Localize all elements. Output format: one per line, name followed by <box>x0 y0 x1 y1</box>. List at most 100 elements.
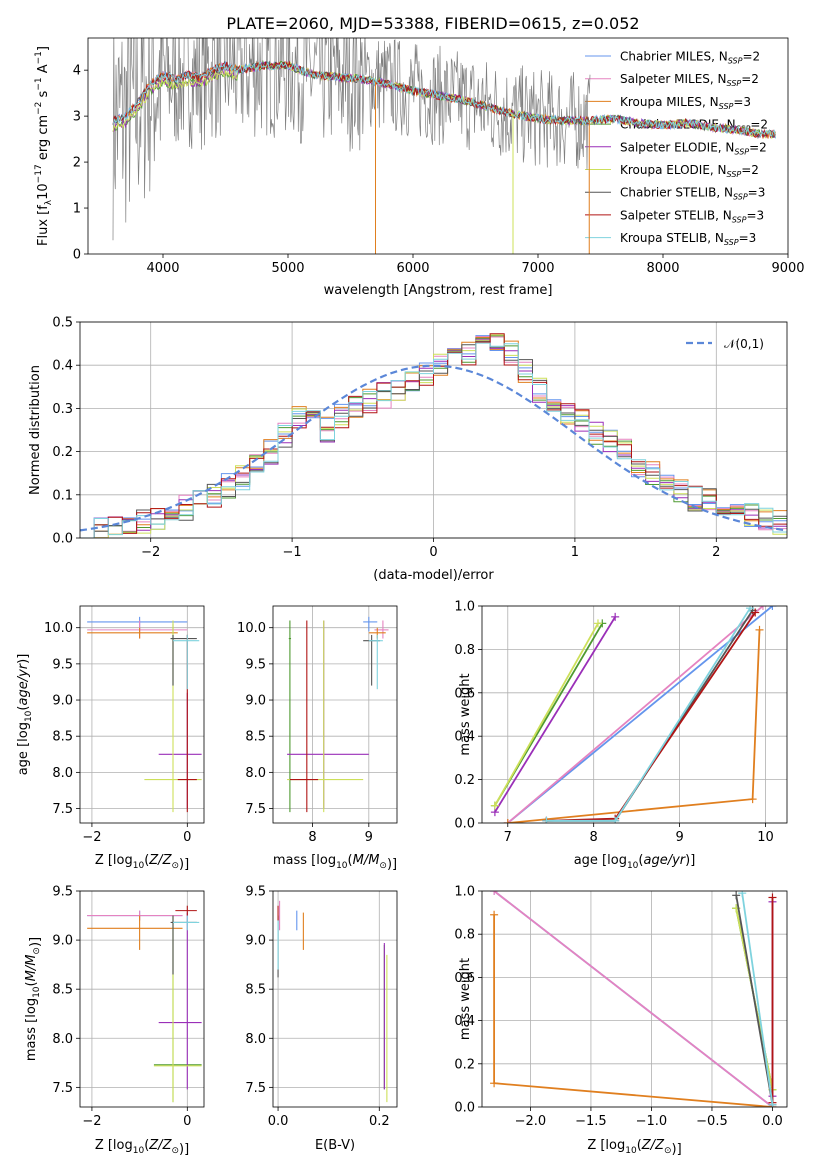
legend-label-sub: SSP <box>734 147 749 156</box>
y-tick-label: 2 <box>73 156 81 171</box>
y-tick-label: 0.2 <box>454 1057 475 1072</box>
x-tick-label: −2 <box>82 1114 101 1129</box>
weight-series-line <box>741 893 774 1105</box>
weight-vs-Z-xlabel-part: Z/Z <box>641 1138 665 1153</box>
age-vs-Z-xlabel-part: Z/Z <box>148 853 172 868</box>
age-vs-Z-xlabel-prefix: Z [log <box>95 853 133 868</box>
x-tick-label: −1.5 <box>575 1114 607 1129</box>
y-tick-label: 0.4 <box>52 359 73 374</box>
age-vs-Z-ylabel-part: age/yr <box>16 662 31 705</box>
age-vs-mass-xlabel-open: ( <box>348 853 353 868</box>
age-vs-mass-xlabel: mass [log10(M/M⊙)] <box>273 853 397 872</box>
mass-vs-Z-xlabel-part: Z/Z <box>148 1138 172 1153</box>
mass-vs-Z-xlabel-close: )] <box>179 1142 189 1157</box>
figure-title: PLATE=2060, MJD=53388, FIBERID=0615, z=0… <box>226 14 639 33</box>
y-tick-label: 0.0 <box>52 532 73 547</box>
age-vs-Z-marks <box>87 616 202 813</box>
y-tick-label: 9.0 <box>52 694 73 709</box>
y-tick-label: 8.5 <box>52 983 73 998</box>
y-tick-label: 0.6 <box>454 686 475 701</box>
legend-label-value: =3 <box>739 231 757 245</box>
y-tick-label: 9.5 <box>52 885 73 900</box>
weight-vs-Z-xlabel-open: ( <box>637 1138 642 1153</box>
legend-label-value: =3 <box>746 208 764 222</box>
x-tick-label: 2 <box>712 545 720 560</box>
y-tick-label: 0.8 <box>454 928 475 943</box>
x-tick-label: 0 <box>183 830 191 845</box>
legend-label-sub: SSP <box>727 170 742 179</box>
age-vs-mass-frame <box>272 605 398 824</box>
model-spectrum-line <box>112 60 776 139</box>
age-vs-Z-xlabel-sub: 10 <box>133 861 145 871</box>
legend-label-main: Kroupa STELIB, N <box>620 231 724 245</box>
weight-series-line <box>507 606 773 823</box>
age-vs-mass-marks <box>287 616 389 813</box>
y-tick-label: 9.0 <box>245 694 266 709</box>
mass-vs-Z-frame <box>79 890 205 1108</box>
x-tick-label: 9000 <box>771 261 804 276</box>
x-tick-label: 7000 <box>521 261 554 276</box>
legend-label: Chabrier MILES, NSSP=2 <box>620 50 760 66</box>
spectrum-ylabel-part: 10 <box>36 183 51 200</box>
x-tick-label: 6000 <box>396 261 429 276</box>
spectrum-ylabel-part: λ <box>44 199 54 205</box>
y-tick-label: 0.2 <box>52 445 73 460</box>
mass-vs-Z-ylabel-open: ( <box>24 981 39 986</box>
weight-vs-Z-xlabel-sub: 10 <box>625 1146 637 1156</box>
legend-label: Chabrier STELIB, NSSP=3 <box>620 186 765 202</box>
age-vs-mass-xlabel-part: ⊙ <box>379 861 387 871</box>
weight-series-line <box>494 622 599 807</box>
y-tick-label: 10.0 <box>44 621 73 636</box>
weight-vs-age-xlabel: age [log10(age/yr)] <box>574 853 696 871</box>
weight-vs-age-frame <box>481 605 788 824</box>
legend-label-main: Salpeter STELIB, N <box>620 208 732 222</box>
weight-vs-Z-xlabel-prefix: Z [log <box>587 1138 625 1153</box>
weight-vs-Z-xlabel: Z [log10(Z/Z⊙)] <box>587 1138 681 1157</box>
legend-label-sub: SSP <box>724 238 739 247</box>
x-tick-label: 0.0 <box>762 1114 783 1129</box>
y-tick-label: 0.1 <box>52 488 73 503</box>
legend-label-value: =2 <box>750 118 768 132</box>
legend-label-value: =3 <box>733 95 751 109</box>
mass-vs-ebv-frame <box>272 890 398 1108</box>
spectrum-ylabel: Flux [fλ10−17 erg cm−2 s−1 A−1] <box>34 46 54 246</box>
weight-vs-Z-marks <box>490 891 777 1107</box>
legend-label-value: =2 <box>742 50 760 64</box>
y-tick-label: 8.0 <box>245 1032 266 1047</box>
mass-vs-Z-ylabel-sub: 10 <box>32 986 42 998</box>
normal-curve-line <box>80 364 787 532</box>
y-tick-label: 9.5 <box>245 657 266 672</box>
spectrum-ylabel-part: erg cm <box>36 115 51 164</box>
weight-vs-age-xlabel-part: age/yr <box>643 853 686 868</box>
age-vs-Z-xlabel-open: ( <box>144 853 149 868</box>
spectrum-ylabel-part: Flux [f <box>36 205 51 246</box>
weight-vs-age-xlabel-prefix: age [log <box>574 853 627 868</box>
legend-label: Salpeter STELIB, NSSP=3 <box>620 208 764 224</box>
y-tick-label: 3 <box>73 110 81 125</box>
residuals-xlabel: (data-model)/error <box>373 568 494 583</box>
plots-layer: 4000 5000 6000 7000 8000 900001234wavelength … <box>16 37 805 1157</box>
legend-label: Kroupa ELODIE, NSSP=2 <box>620 163 759 179</box>
spectrum-xlabel: wavelength [Angstrom, rest frame] <box>324 283 553 298</box>
y-tick-label: 0.6 <box>454 971 475 986</box>
mass-vs-Z-ylabel-part: M/M <box>24 955 39 982</box>
age-vs-mass-axes: 8 9 7.5 8.0 8.5 9.0 9.5 10.0 mass [log10(M/M⊙)] <box>237 606 397 872</box>
mass-vs-Z-ylabel-part: ⊙ <box>32 947 42 955</box>
spectrum-ylabel-part: s <box>36 90 51 101</box>
spectrum-frame <box>87 37 789 255</box>
weight-series-line <box>507 606 764 823</box>
legend-label-main: Kroupa ELODIE, N <box>620 163 727 177</box>
mass-vs-Z-xlabel-part: ⊙ <box>171 1146 179 1156</box>
x-tick-label: −2 <box>82 830 101 845</box>
mass-vs-ebv-xlabel: E(B-V) <box>315 1138 355 1153</box>
observed-spectrum-line <box>112 38 591 241</box>
y-tick-label: 9.5 <box>52 657 73 672</box>
x-tick-label: 4000 <box>146 261 179 276</box>
weight-series-line <box>735 895 774 1105</box>
age-vs-Z-ylabel-open: ( <box>16 706 31 711</box>
y-tick-label: 1 <box>73 202 81 217</box>
legend-label-main: Chabrier MILES, N <box>620 50 728 64</box>
y-tick-label: 0.3 <box>52 402 73 417</box>
age-vs-Z-xlabel-part: ⊙ <box>171 861 179 871</box>
legend-label-sub: SSP <box>719 102 734 111</box>
